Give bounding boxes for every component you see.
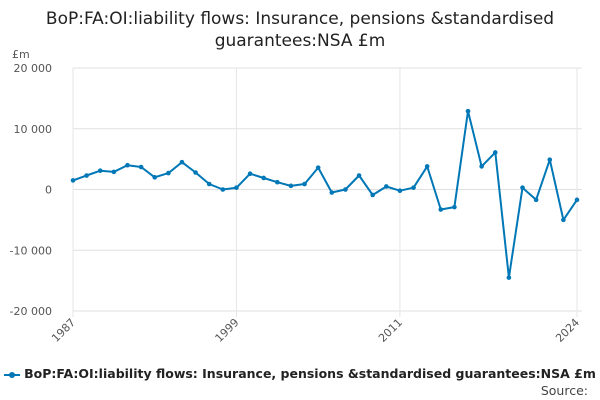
- data-point: [479, 164, 484, 169]
- data-point: [561, 217, 566, 223]
- legend-series-marker-icon: [4, 370, 21, 380]
- data-point: [302, 181, 307, 187]
- x-tick-label: 1999: [213, 316, 242, 345]
- data-point: [397, 188, 403, 194]
- y-tick-label: -20 000: [10, 305, 52, 318]
- data-point: [438, 207, 444, 212]
- data-point: [247, 171, 253, 177]
- data-point: [220, 187, 226, 192]
- data-point: [111, 169, 117, 175]
- chart-title-line-2: guarantees:NSA £m: [214, 31, 386, 51]
- y-tick-label: 20 000: [14, 62, 53, 75]
- data-point: [370, 192, 375, 198]
- chart-title: BoP:FA:OI:liability flows: Insurance, pe…: [0, 8, 600, 52]
- legend-label: BoP:FA:OI:liability flows: Insurance, pe…: [24, 366, 596, 381]
- data-point: [234, 185, 239, 190]
- data-point: [329, 190, 335, 195]
- data-point: [506, 275, 512, 280]
- data-point: [356, 173, 362, 178]
- source-label: Source:: [540, 383, 588, 398]
- data-point: [138, 164, 144, 170]
- data-point: [152, 175, 158, 180]
- data-point: [411, 185, 416, 190]
- data-point: [547, 157, 553, 163]
- y-tick-label: -10 000: [10, 244, 52, 257]
- data-point: [275, 179, 280, 185]
- data-point: [166, 170, 171, 176]
- data-point: [465, 108, 471, 114]
- chart-title-line-1: BoP:FA:OI:liability flows: Insurance, pe…: [45, 9, 555, 29]
- data-point: [492, 150, 498, 155]
- data-point: [261, 175, 267, 181]
- data-point: [84, 173, 89, 178]
- data-point: [125, 162, 130, 168]
- y-axis-unit-label: £m: [12, 48, 30, 61]
- data-point: [179, 159, 185, 165]
- data-point: [70, 178, 76, 183]
- series-line: [72, 110, 578, 279]
- x-tick-label: 2011: [376, 316, 405, 345]
- data-point: [343, 187, 348, 192]
- data-point: [97, 168, 103, 173]
- data-point: [533, 197, 539, 203]
- y-tick-label: 0: [45, 184, 52, 197]
- data-point: [383, 184, 389, 189]
- data-point: [288, 183, 294, 189]
- y-tick-label: 10 000: [14, 123, 53, 136]
- data-point: [424, 164, 430, 169]
- x-tick-label: 1987: [49, 316, 78, 345]
- data-point: [206, 181, 212, 187]
- x-tick-label: 2024: [553, 316, 582, 345]
- data-point: [520, 185, 525, 190]
- legend[interactable]: BoP:FA:OI:liability flows: Insurance, pe…: [0, 366, 600, 381]
- data-point: [193, 170, 198, 175]
- data-point: [452, 204, 457, 210]
- data-point: [574, 197, 580, 203]
- data-point: [315, 165, 321, 170]
